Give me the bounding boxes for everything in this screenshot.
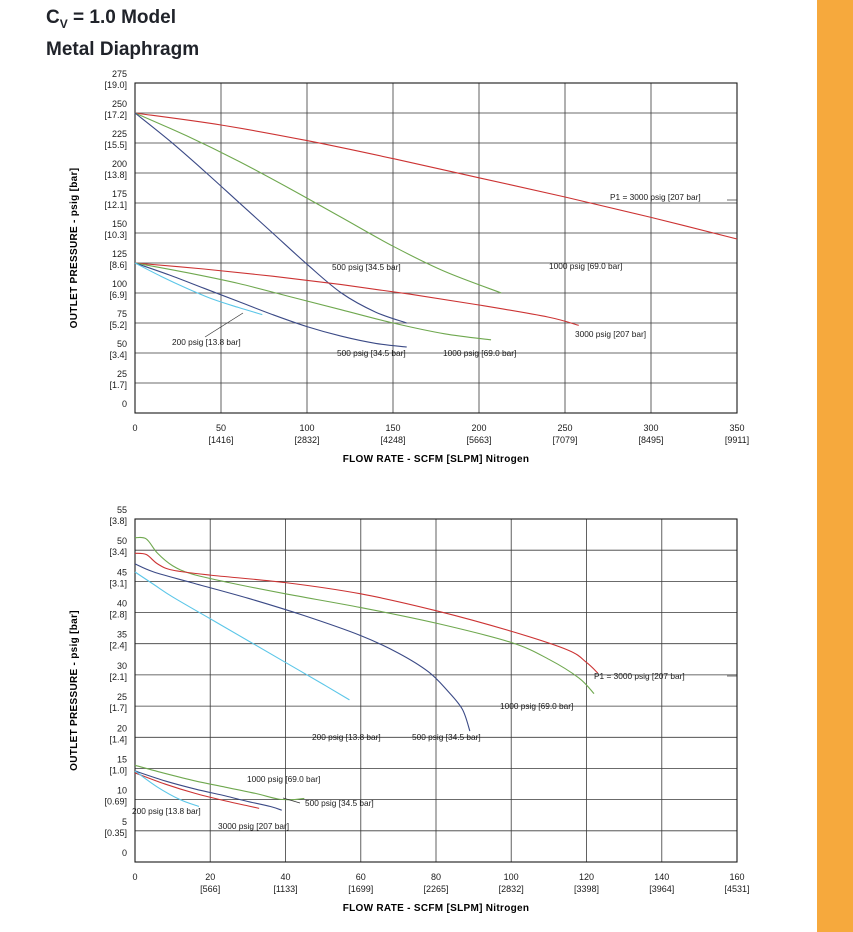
svg-text:1000 psig [69.0 bar]: 1000 psig [69.0 bar] — [549, 261, 622, 271]
svg-text:FLOW RATE - SCFM [SLPM] Nitrog: FLOW RATE - SCFM [SLPM] Nitrogen — [343, 903, 530, 914]
svg-text:0: 0 — [132, 423, 137, 433]
svg-text:20: 20 — [205, 872, 215, 882]
svg-text:[4531]: [4531] — [724, 884, 749, 894]
svg-text:250: 250 — [557, 423, 572, 433]
svg-text:40: 40 — [117, 599, 127, 609]
svg-text:50: 50 — [117, 339, 127, 349]
svg-text:OUTLET PRESSURE - psig [bar]: OUTLET PRESSURE - psig [bar] — [69, 610, 80, 771]
svg-text:500 psig [34.5 bar]: 500 psig [34.5 bar] — [337, 348, 406, 358]
svg-text:[1699]: [1699] — [348, 884, 373, 894]
svg-text:275: 275 — [112, 69, 127, 79]
svg-text:30: 30 — [117, 661, 127, 671]
svg-text:1000 psig [69.0 bar]: 1000 psig [69.0 bar] — [500, 701, 573, 711]
svg-text:[15.5]: [15.5] — [104, 140, 127, 150]
svg-text:0: 0 — [122, 848, 127, 858]
svg-text:[2265]: [2265] — [423, 884, 448, 894]
svg-text:[3964]: [3964] — [649, 884, 674, 894]
svg-text:FLOW RATE - SCFM [SLPM] Nitrog: FLOW RATE - SCFM [SLPM] Nitrogen — [343, 454, 530, 465]
svg-text:[2832]: [2832] — [294, 435, 319, 445]
svg-text:25: 25 — [117, 692, 127, 702]
svg-text:60: 60 — [356, 872, 366, 882]
svg-text:[1.4]: [1.4] — [109, 734, 127, 744]
svg-text:P1 = 3000 psig [207 bar]: P1 = 3000 psig [207 bar] — [594, 671, 685, 681]
svg-text:10: 10 — [117, 786, 127, 796]
svg-text:[10.3]: [10.3] — [104, 230, 127, 240]
svg-text:[5663]: [5663] — [466, 435, 491, 445]
svg-text:[17.2]: [17.2] — [104, 110, 127, 120]
svg-text:45: 45 — [117, 567, 127, 577]
svg-text:[566]: [566] — [200, 884, 220, 894]
svg-text:40: 40 — [280, 872, 290, 882]
svg-text:OUTLET PRESSURE - psig [bar]: OUTLET PRESSURE - psig [bar] — [69, 168, 80, 329]
svg-text:P1 = 3000 psig [207 bar]: P1 = 3000 psig [207 bar] — [610, 192, 701, 202]
svg-text:100: 100 — [112, 279, 127, 289]
svg-text:0: 0 — [132, 872, 137, 882]
svg-text:[1.7]: [1.7] — [109, 380, 127, 390]
svg-text:3000 psig [207 bar]: 3000 psig [207 bar] — [218, 821, 289, 831]
svg-text:[0.69]: [0.69] — [104, 797, 127, 807]
svg-text:[9911]: [9911] — [725, 435, 749, 445]
svg-text:25: 25 — [117, 369, 127, 379]
svg-text:[0.35]: [0.35] — [104, 828, 127, 838]
svg-text:3000 psig [207 bar]: 3000 psig [207 bar] — [575, 329, 646, 339]
svg-text:250: 250 — [112, 99, 127, 109]
svg-text:[7079]: [7079] — [552, 435, 577, 445]
svg-text:[1.0]: [1.0] — [109, 766, 127, 776]
svg-text:[5.2]: [5.2] — [109, 320, 127, 330]
svg-text:100: 100 — [299, 423, 314, 433]
svg-text:[13.8]: [13.8] — [104, 170, 127, 180]
svg-text:200: 200 — [112, 159, 127, 169]
svg-text:50: 50 — [216, 423, 226, 433]
svg-text:200 psig [13.8 bar]: 200 psig [13.8 bar] — [172, 337, 241, 347]
svg-text:[6.9]: [6.9] — [109, 290, 127, 300]
svg-text:[1.7]: [1.7] — [109, 703, 127, 713]
svg-text:200 psig [13.8 bar]: 200 psig [13.8 bar] — [312, 732, 381, 742]
svg-text:120: 120 — [579, 872, 594, 882]
svg-text:300: 300 — [643, 423, 658, 433]
svg-text:160: 160 — [729, 872, 744, 882]
svg-text:500 psig [34.5 bar]: 500 psig [34.5 bar] — [332, 262, 401, 272]
svg-text:125: 125 — [112, 249, 127, 259]
svg-text:[2.1]: [2.1] — [109, 672, 127, 682]
svg-text:[2.8]: [2.8] — [109, 610, 127, 620]
svg-text:[4248]: [4248] — [380, 435, 405, 445]
svg-text:[1416]: [1416] — [208, 435, 233, 445]
svg-text:1000 psig [69.0 bar]: 1000 psig [69.0 bar] — [443, 348, 516, 358]
svg-text:[8495]: [8495] — [638, 435, 663, 445]
svg-text:500 psig [34.5 bar]: 500 psig [34.5 bar] — [412, 732, 481, 742]
svg-text:[3.1]: [3.1] — [109, 578, 127, 588]
svg-text:[2832]: [2832] — [499, 884, 524, 894]
svg-text:350: 350 — [729, 423, 744, 433]
svg-text:[8.6]: [8.6] — [109, 260, 127, 270]
svg-text:5: 5 — [122, 817, 127, 827]
svg-text:[3.4]: [3.4] — [109, 547, 127, 557]
svg-text:75: 75 — [117, 309, 127, 319]
svg-text:200: 200 — [471, 423, 486, 433]
svg-text:200 psig [13.8 bar]: 200 psig [13.8 bar] — [132, 806, 201, 816]
svg-text:0: 0 — [122, 399, 127, 409]
svg-text:[1133]: [1133] — [273, 884, 297, 894]
svg-text:[3398]: [3398] — [574, 884, 599, 894]
svg-text:1000 psig [69.0 bar]: 1000 psig [69.0 bar] — [247, 774, 320, 784]
svg-text:15: 15 — [117, 755, 127, 765]
svg-text:[12.1]: [12.1] — [104, 200, 127, 210]
svg-text:[3.8]: [3.8] — [109, 516, 127, 526]
svg-text:55: 55 — [117, 505, 127, 515]
svg-text:175: 175 — [112, 189, 127, 199]
svg-text:500 psig [34.5 bar]: 500 psig [34.5 bar] — [305, 798, 374, 808]
svg-text:150: 150 — [385, 423, 400, 433]
svg-text:150: 150 — [112, 219, 127, 229]
svg-text:100: 100 — [504, 872, 519, 882]
svg-text:[2.4]: [2.4] — [109, 641, 127, 651]
svg-text:140: 140 — [654, 872, 669, 882]
svg-text:80: 80 — [431, 872, 441, 882]
svg-text:[3.4]: [3.4] — [109, 350, 127, 360]
svg-text:[19.0]: [19.0] — [104, 80, 127, 90]
svg-text:35: 35 — [117, 630, 127, 640]
svg-text:20: 20 — [117, 723, 127, 733]
svg-text:225: 225 — [112, 129, 127, 139]
svg-text:50: 50 — [117, 536, 127, 546]
